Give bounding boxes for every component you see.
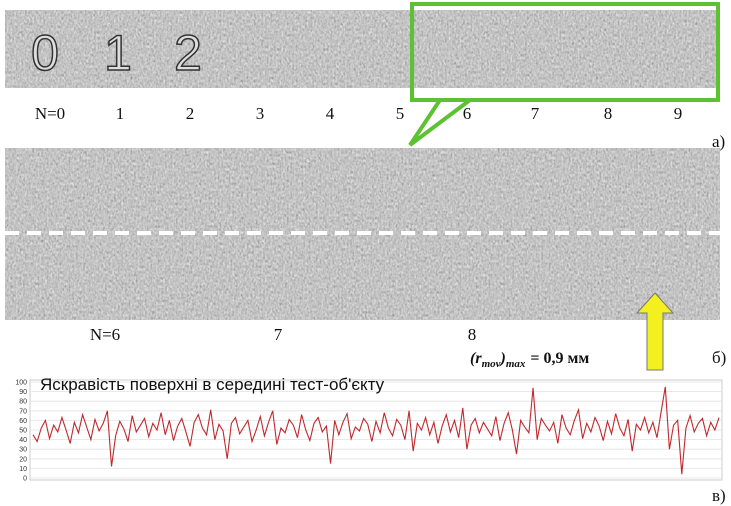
y-tick-label: 80	[19, 399, 27, 406]
formula-part: )	[499, 350, 506, 367]
y-tick-label: 0	[23, 476, 27, 483]
panel-tag: б)	[712, 348, 726, 367]
panel-tag: в)	[712, 486, 726, 505]
y-tick-label: 100	[15, 380, 27, 387]
y-tick-label: 90	[19, 389, 27, 396]
digit-label: 7	[274, 325, 283, 344]
y-tick-label: 30	[19, 447, 27, 454]
y-tick-label: 40	[19, 437, 27, 444]
formula: (rmov)max = 0,9 мм	[470, 350, 589, 370]
formula-part: mov	[482, 358, 501, 370]
panel-tag: а)	[712, 132, 725, 151]
digit-label: 4	[326, 104, 335, 123]
digit-label: N=6	[90, 325, 120, 344]
digit-label: 5	[396, 104, 405, 123]
y-tick-label: 10	[19, 466, 27, 473]
formula-part: max	[506, 358, 526, 370]
formula-part: (r	[470, 350, 482, 367]
digit-label: 2	[186, 104, 195, 123]
digit-label: 7	[531, 104, 540, 123]
digit-label: 8	[468, 325, 477, 344]
strip-digit: 0	[31, 25, 59, 81]
y-tick-label: 70	[19, 408, 27, 415]
y-tick-label: 50	[19, 428, 27, 435]
digit-label: 8	[604, 104, 613, 123]
strip-digit: 2	[174, 25, 202, 81]
strip-digit: 1	[104, 25, 132, 81]
digit-label: 3	[256, 104, 265, 123]
chart-title: Яскравість поверхні в середині тест-об'є…	[40, 375, 385, 394]
formula-part: = 0,9 мм	[530, 350, 589, 367]
digit-label: 1	[116, 104, 125, 123]
y-tick-label: 60	[19, 418, 27, 425]
figure: 0102030405060708090100Яскравість поверхн…	[0, 0, 731, 506]
digit-label: N=0	[35, 104, 65, 123]
digit-label: 6	[463, 104, 472, 123]
zoom-callout	[410, 100, 470, 145]
digit-label: 9	[674, 104, 683, 123]
y-tick-label: 20	[19, 456, 27, 463]
chart: 0 10 20 30 40 50 60 70 80 90 100 Яскравість поверхн…	[15, 375, 722, 483]
